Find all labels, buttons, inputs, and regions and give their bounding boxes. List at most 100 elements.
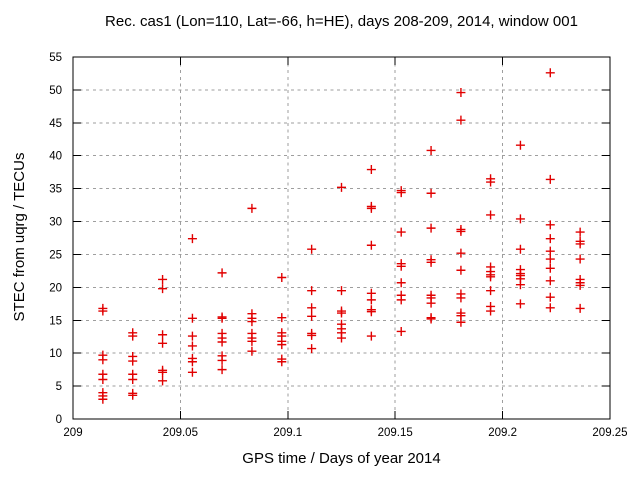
data-point [545, 292, 555, 302]
data-point [217, 268, 227, 278]
data-point [545, 254, 555, 264]
data-point [545, 174, 555, 184]
y-tick-label: 25 [49, 249, 62, 261]
data-point [575, 303, 585, 313]
data-point [545, 220, 555, 230]
x-tick-label: 209 [63, 427, 82, 439]
y-tick-label: 35 [49, 184, 62, 196]
y-tick-label: 50 [49, 85, 62, 97]
data-point [98, 375, 108, 385]
plot-border [72, 56, 611, 420]
data-point [396, 278, 406, 288]
data-point [128, 331, 138, 341]
y-tick-label: 45 [49, 118, 62, 130]
data-point [98, 306, 108, 316]
x-tick-label: 209.05 [163, 427, 198, 439]
data-point [187, 331, 197, 341]
data-point [545, 68, 555, 78]
data-point [396, 295, 406, 305]
data-point [426, 298, 436, 308]
y-tick-label: 0 [56, 414, 62, 426]
data-point [426, 223, 436, 233]
data-point [307, 303, 317, 313]
data-point [128, 356, 138, 366]
data-point [426, 257, 436, 267]
data-point [366, 295, 376, 305]
data-point [456, 265, 466, 275]
data-point [128, 390, 138, 400]
data-point [486, 210, 496, 220]
data-point [366, 165, 376, 175]
data-point [456, 88, 466, 98]
data-point [486, 286, 496, 296]
data-point [158, 330, 168, 340]
data-point [396, 227, 406, 237]
data-point [187, 357, 197, 367]
data-point [307, 286, 317, 296]
data-point [426, 314, 436, 324]
data-point [307, 311, 317, 321]
data-point [158, 284, 168, 294]
data-point [426, 145, 436, 155]
x-tick-label: 209.1 [273, 427, 302, 439]
data-point [158, 376, 168, 386]
data-point [307, 344, 317, 354]
y-tick-label: 55 [49, 52, 62, 64]
data-point [277, 313, 287, 323]
data-point [337, 286, 346, 296]
data-point [396, 188, 406, 198]
data-point [545, 303, 555, 313]
data-point [307, 244, 317, 254]
data-point [187, 313, 197, 323]
data-point [217, 365, 227, 375]
chart-title: Rec. cas1 (Lon=110, Lat=-66, h=HE), days… [105, 13, 578, 30]
data-point [98, 394, 108, 404]
data-point [98, 355, 108, 365]
data-point [217, 313, 227, 323]
data-point [486, 306, 496, 316]
data-point [545, 263, 555, 273]
data-point [545, 246, 555, 256]
data-point [247, 317, 257, 327]
data-point [158, 274, 168, 284]
y-tick-label: 15 [49, 315, 62, 327]
x-tick-label: 209.15 [378, 427, 413, 439]
data-point [247, 336, 257, 346]
data-point [456, 115, 466, 125]
data-point [486, 272, 496, 282]
data-point [515, 280, 525, 290]
data-point [247, 346, 257, 356]
data-point [396, 261, 406, 271]
data-point [575, 239, 585, 249]
data-point [456, 317, 466, 327]
data-point [187, 234, 197, 244]
data-point [366, 203, 376, 213]
data-point [396, 326, 406, 336]
data-point [486, 177, 496, 187]
data-point [575, 280, 585, 290]
data-point [515, 214, 525, 224]
data-point [366, 307, 376, 317]
data-point [337, 182, 346, 192]
data-point [575, 227, 585, 237]
data-point [277, 272, 287, 282]
data-point [456, 226, 466, 236]
data-point [277, 340, 287, 350]
data-point [456, 248, 466, 258]
data-point [515, 299, 525, 309]
data-point [277, 357, 287, 367]
data-point [575, 254, 585, 264]
x-tick-label: 209.25 [592, 427, 627, 439]
data-point [187, 367, 197, 377]
data-point [426, 188, 436, 198]
data-point [515, 140, 525, 150]
data-point [545, 276, 555, 286]
y-tick-label: 10 [49, 348, 62, 360]
data-point [366, 331, 376, 341]
data-point [158, 338, 168, 348]
data-point [217, 355, 227, 365]
y-tick-label: 20 [49, 282, 62, 294]
data-point [128, 375, 138, 385]
